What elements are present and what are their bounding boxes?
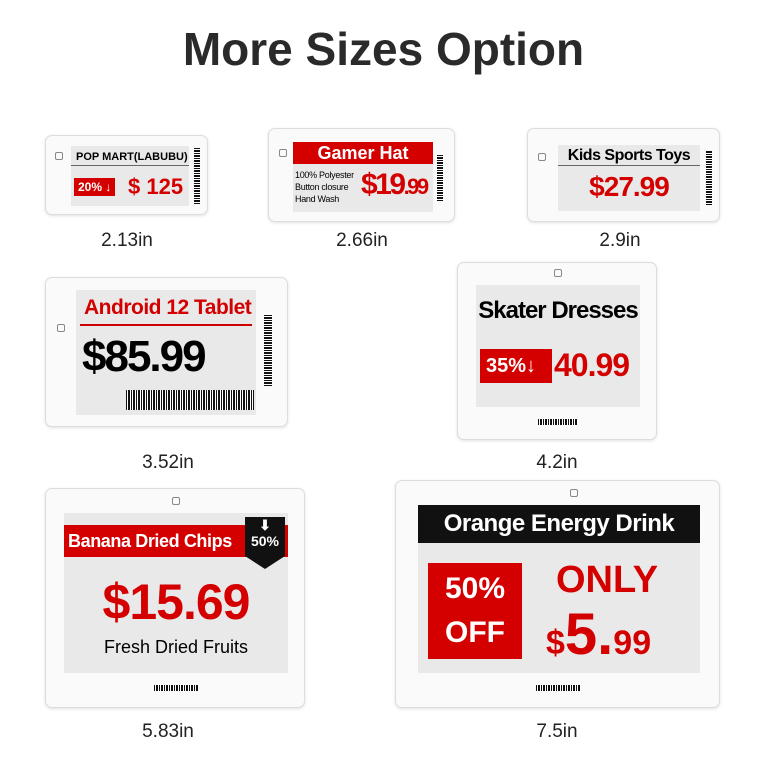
down-arrow-icon: ↓ [526, 355, 537, 377]
product-name: Orange Energy Drink [418, 505, 700, 543]
size-label: 2.9in [599, 230, 641, 251]
tag-screen: Orange Energy Drink 50% OFF ONLY $5.99 [418, 505, 700, 673]
size-label: 2.13in [101, 230, 153, 251]
price: 40.99 [554, 347, 630, 383]
discount-off: OFF [445, 616, 505, 649]
product-name: Skater Dresses [478, 297, 638, 324]
discount-badge: 50% OFF [428, 563, 522, 659]
discount-badge: ⬇ 50% [245, 517, 285, 569]
tag-screen: Kids Sports Toys $27.99 [558, 145, 700, 211]
button-icon [554, 269, 562, 277]
price-tag-4-2in: Skater Dresses 35%↓ 40.99 [457, 262, 657, 440]
price: $15.69 [102, 574, 251, 630]
button-icon [172, 497, 180, 505]
price-cents: .99 [403, 174, 430, 199]
down-arrow-icon: ⬇ [259, 517, 271, 533]
product-details: 100% Polyester Button closure Hand Wash [295, 169, 354, 205]
price: $5.99 [546, 601, 651, 668]
tag-screen: Gamer Hat 100% Polyester Button closure … [293, 142, 433, 212]
barcode [536, 685, 580, 691]
tag-screen: Banana Dried Chips ⬇ 50% $15.69 Fresh Dr… [64, 513, 288, 673]
discount-value: 50% [444, 572, 506, 605]
discount-badge: 35%↓ [480, 349, 552, 383]
price-tag-5-83in: Banana Dried Chips ⬇ 50% $15.69 Fresh Dr… [45, 488, 305, 708]
product-name: Gamer Hat [293, 142, 433, 164]
price: $85.99 [82, 332, 207, 381]
barcode [154, 685, 198, 691]
only-label: ONLY [556, 559, 659, 601]
product-name: Kids Sports Toys [558, 147, 700, 166]
product-name: POP MART(LABUBU) [71, 151, 189, 166]
barcode [126, 390, 254, 410]
detail-line: Hand Wash [295, 194, 339, 204]
button-icon [570, 489, 578, 497]
discount-value: 35% [486, 355, 527, 377]
barcode [194, 148, 200, 204]
barcode [437, 155, 443, 201]
product-subtitle: Fresh Dried Fruits [103, 637, 249, 657]
price-tag-2-66in: Gamer Hat 100% Polyester Button closure … [268, 128, 455, 222]
barcode [538, 419, 578, 425]
button-icon [57, 324, 65, 332]
button-icon [279, 149, 287, 157]
button-icon [55, 152, 63, 160]
detail-line: 100% Polyester [295, 170, 354, 180]
price-currency: $ [546, 624, 565, 662]
size-label: 3.52in [142, 452, 194, 473]
divider [80, 324, 252, 326]
barcode [264, 314, 272, 386]
detail-line: Button closure [295, 182, 349, 192]
tag-screen: POP MART(LABUBU) 20% ↓ $ 125 [71, 146, 189, 206]
size-label: 2.66in [336, 230, 388, 251]
price-tag-7-5in: Orange Energy Drink 50% OFF ONLY $5.99 [395, 480, 720, 708]
price-cents: 99 [613, 624, 652, 662]
price-main: 5. [564, 602, 614, 667]
size-label: 7.5in [536, 721, 578, 742]
price-tag-3-52in: Android 12 Tablet $85.99 [45, 277, 288, 427]
tag-screen: Skater Dresses 35%↓ 40.99 [476, 285, 640, 407]
price: $ 125 [128, 174, 184, 199]
discount-value: 50% [250, 533, 280, 549]
price-tag-2-13in: POP MART(LABUBU) 20% ↓ $ 125 [45, 135, 208, 215]
price: $27.99 [589, 171, 670, 202]
button-icon [538, 153, 546, 161]
price-tag-2-9in: Kids Sports Toys $27.99 [527, 128, 720, 222]
barcode [706, 151, 712, 205]
page-title: More Sizes Option [182, 23, 585, 75]
size-label: 4.2in [536, 452, 578, 473]
discount-badge: 20% ↓ [74, 178, 116, 196]
product-name: Android 12 Tablet [84, 296, 252, 319]
size-label: 5.83in [142, 721, 194, 742]
tag-screen: Android 12 Tablet $85.99 [76, 290, 256, 415]
price: $19.99 [361, 168, 430, 202]
price-main: $19 [361, 168, 406, 201]
